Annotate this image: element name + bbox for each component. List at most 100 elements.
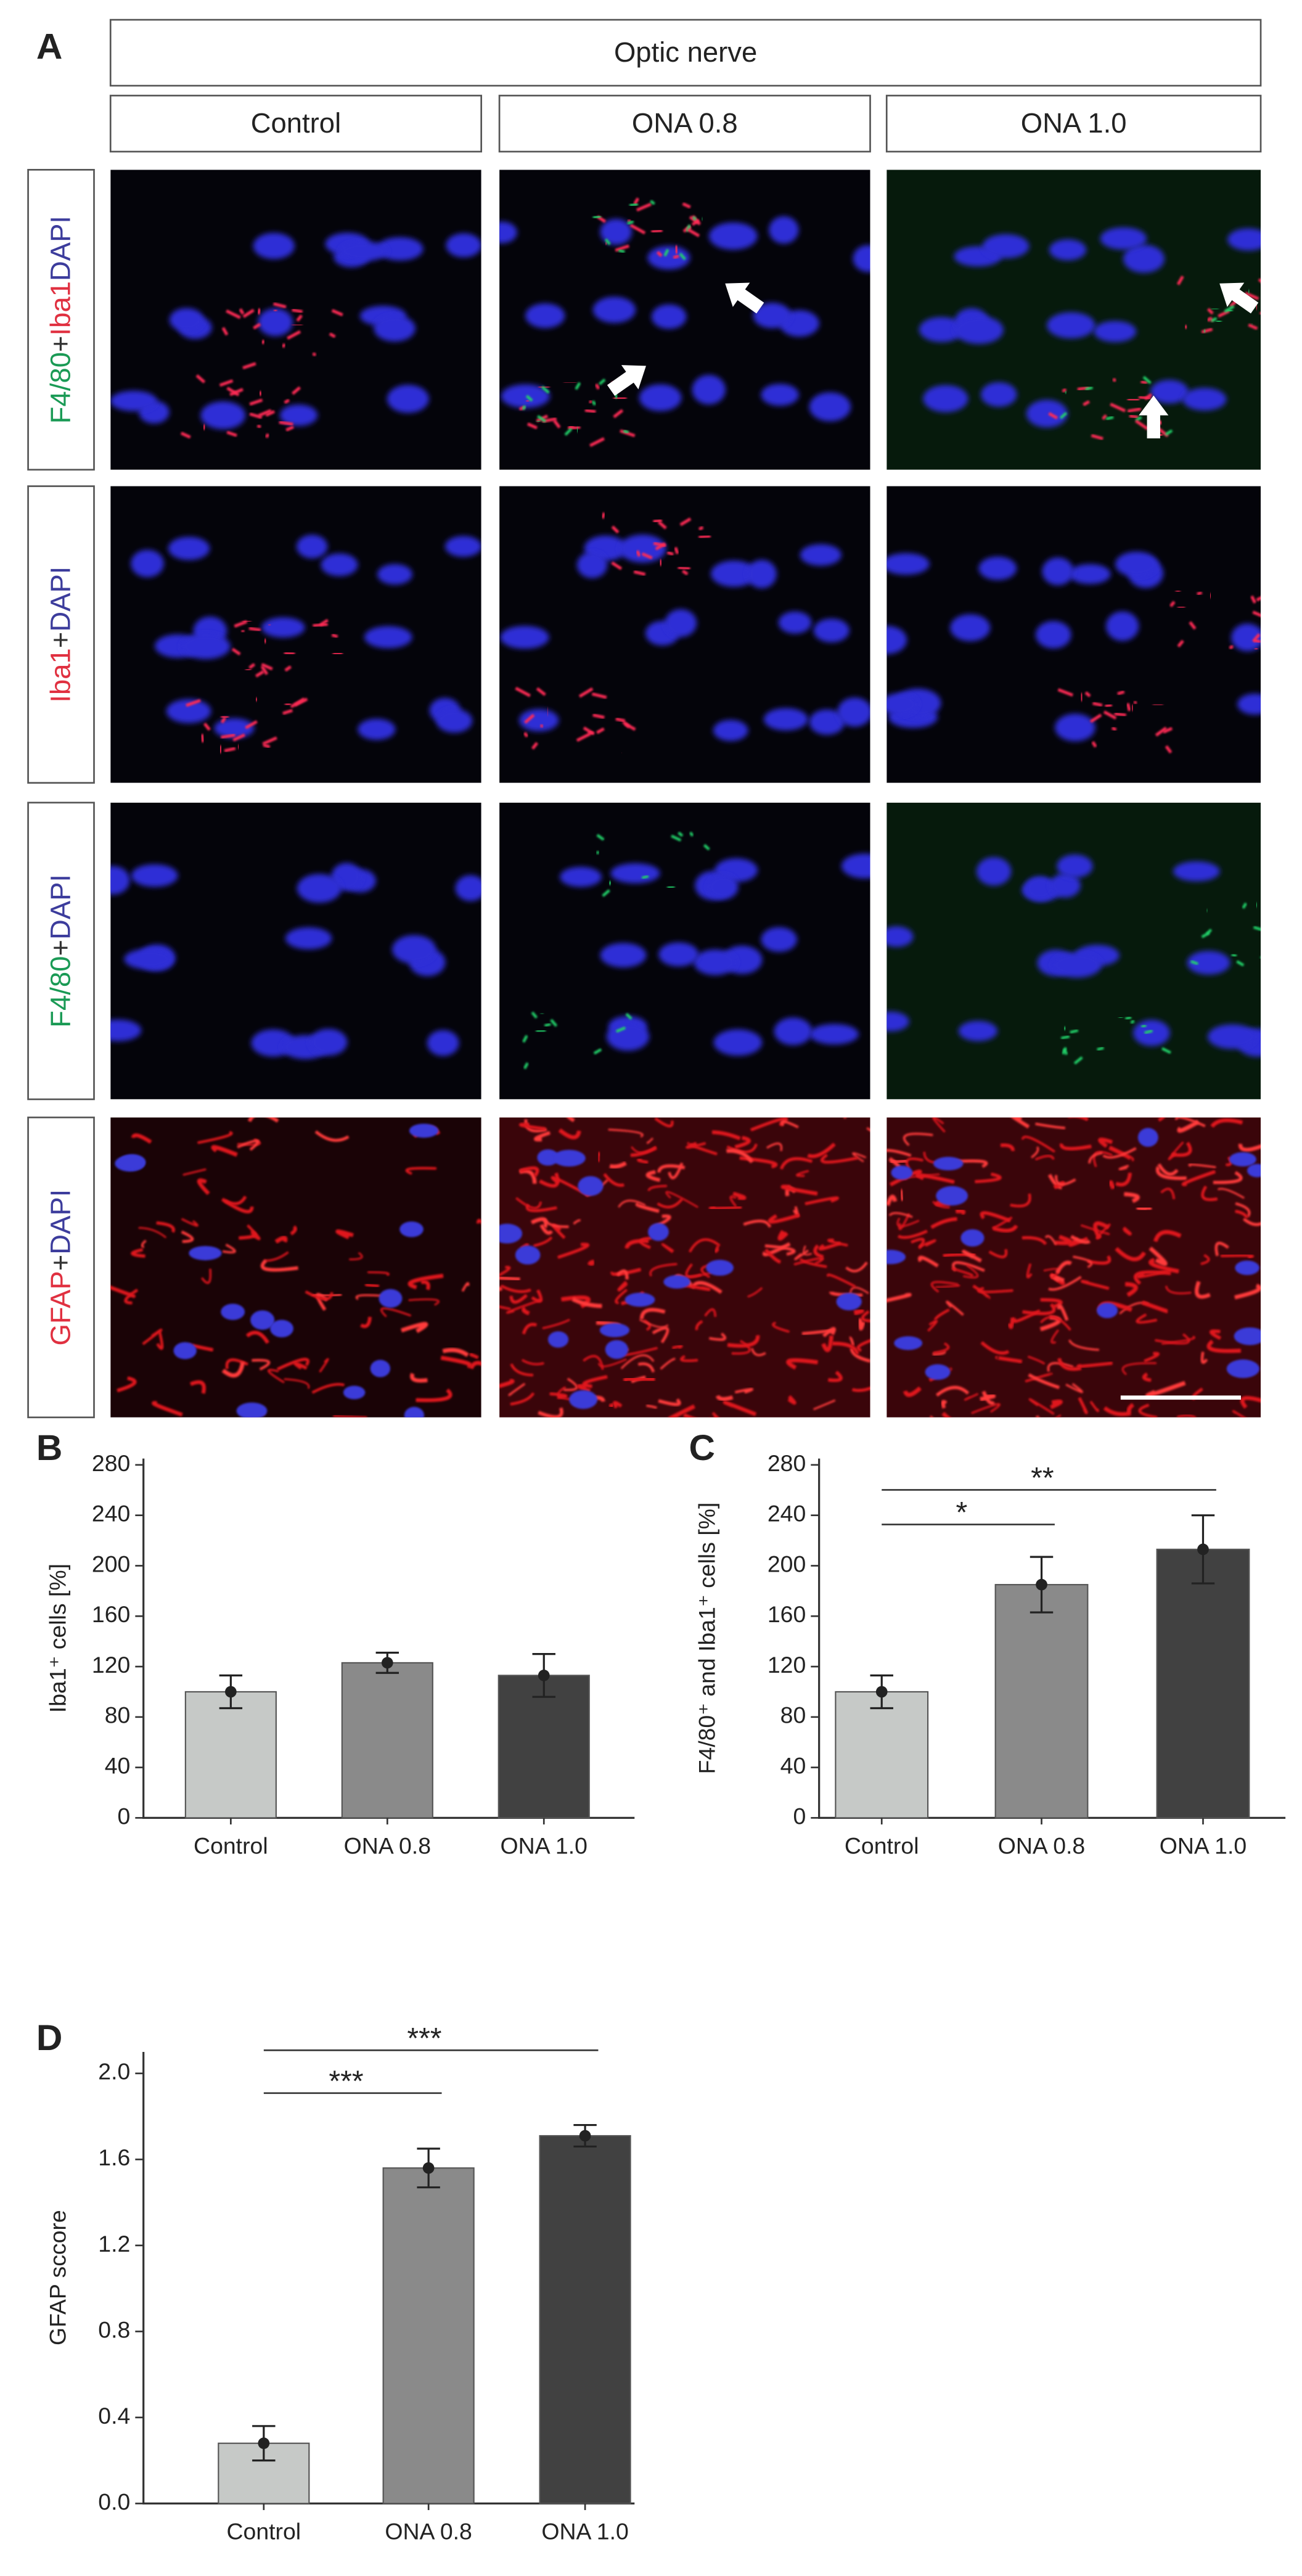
microglia-red (1133, 700, 1137, 705)
nucleus (713, 720, 748, 741)
microglia-green (1130, 1020, 1135, 1024)
microglia-green (618, 249, 625, 253)
gfap-fiber (181, 1230, 194, 1243)
gfap-fiber (1055, 1260, 1073, 1274)
nucleus (1226, 1359, 1259, 1379)
microglia-red (331, 309, 343, 316)
microglia-green (615, 1026, 626, 1033)
bar (835, 1691, 929, 1819)
gfap-fiber (609, 1161, 627, 1169)
gfap-fiber (813, 1399, 836, 1411)
micrograph-content (886, 1117, 1261, 1417)
gfap-fiber (1048, 1276, 1082, 1291)
micrograph-content (499, 802, 870, 1099)
x-tick-label: ONA 1.0 (541, 2518, 628, 2544)
microglia-red (186, 699, 201, 707)
row-label: Iba1+DAPI (45, 567, 76, 703)
gfap-fiber (620, 1354, 655, 1369)
microglia-red (641, 552, 653, 560)
gfap-fiber (1136, 1206, 1152, 1212)
microglia-green (599, 379, 606, 385)
microglia-red (279, 420, 293, 426)
x-tick-label: Control (845, 1832, 919, 1858)
row-label-part: + (45, 632, 76, 649)
gfap-fiber (1108, 1180, 1115, 1190)
microglia-red (678, 566, 690, 570)
gfap-fiber (1157, 1163, 1179, 1176)
gfap-fiber (319, 1358, 329, 1373)
microglia-red (1176, 275, 1184, 285)
gfap-fiber (1068, 1339, 1099, 1352)
gfap-fiber (980, 1211, 1011, 1223)
bar (184, 1691, 277, 1819)
gfap-fiber (951, 1267, 973, 1277)
y-tick-label: 240 (768, 1501, 806, 1527)
gfap-fiber (1122, 1226, 1132, 1236)
gfap-fiber (587, 1259, 595, 1266)
microglia-red (241, 629, 245, 633)
nucleus (836, 1292, 862, 1311)
row-label-part: + (45, 1255, 76, 1271)
nucleus (886, 625, 907, 654)
gfap-fiber (1144, 1352, 1160, 1363)
microglia-red (1252, 633, 1261, 642)
y-tick-label: 0 (793, 1803, 806, 1829)
microglia-red (249, 398, 263, 406)
gfap-fiber (818, 1241, 841, 1251)
nucleus (800, 544, 841, 566)
nucleus (166, 699, 211, 723)
gfap-fiber (1121, 1362, 1157, 1376)
gfap-fiber (715, 1395, 734, 1401)
gfap-fiber (1031, 1146, 1039, 1159)
microglia-red (1177, 639, 1184, 648)
nucleus (1187, 951, 1230, 975)
gfap-fiber (731, 1340, 751, 1355)
microglia-red (1117, 690, 1125, 695)
microglia-red (687, 228, 700, 237)
gfap-fiber (1232, 1410, 1246, 1417)
microglia-red (180, 432, 191, 439)
nucleus (1137, 1128, 1158, 1147)
microglia-red (653, 519, 662, 523)
y-tick-label: 40 (780, 1752, 806, 1778)
gfap-fiber (704, 1308, 717, 1317)
microglia-red (666, 551, 674, 556)
gfap-fiber (956, 1208, 966, 1216)
gfap-fiber (930, 1415, 933, 1417)
gfap-fiber (1221, 1254, 1254, 1259)
y-tick-label: 80 (105, 1702, 131, 1728)
microglia-red (674, 547, 679, 554)
gfap-fiber (852, 1152, 867, 1163)
row-label-box (27, 1117, 95, 1419)
gfap-fiber (780, 1184, 818, 1196)
gfap-fiber (975, 1172, 1002, 1184)
gfap-fiber (971, 1403, 1001, 1414)
microglia-red (284, 398, 290, 404)
microglia-green (537, 415, 547, 423)
microglia-red (202, 424, 207, 430)
gfap-fiber (680, 1355, 698, 1363)
mean-dot (258, 2437, 270, 2450)
gfap-fiber (1057, 1358, 1082, 1371)
gfap-fiber (1027, 1355, 1046, 1365)
gfap-fiber (367, 1271, 390, 1276)
microglia-red (226, 430, 237, 437)
microglia-red (1084, 691, 1091, 697)
gfap-fiber (930, 1281, 959, 1293)
gfap-fiber (499, 1379, 515, 1388)
microglia-red (264, 433, 270, 438)
nucleus (181, 633, 231, 660)
gfap-fiber (932, 1117, 946, 1133)
microglia-red (1264, 630, 1276, 634)
gfap-fiber (768, 1213, 800, 1224)
nucleus (309, 1028, 348, 1056)
gfap-fiber (657, 1197, 684, 1208)
microglia-red (253, 322, 261, 330)
gfap-fiber (131, 1248, 145, 1258)
microglia-red (515, 686, 531, 697)
row-label-part: Iba1 (45, 648, 76, 702)
gfap-fiber (897, 1229, 928, 1239)
microglia-red (1112, 377, 1117, 382)
gfap-fiber (813, 1244, 824, 1259)
gfap-fiber (1028, 1373, 1060, 1390)
